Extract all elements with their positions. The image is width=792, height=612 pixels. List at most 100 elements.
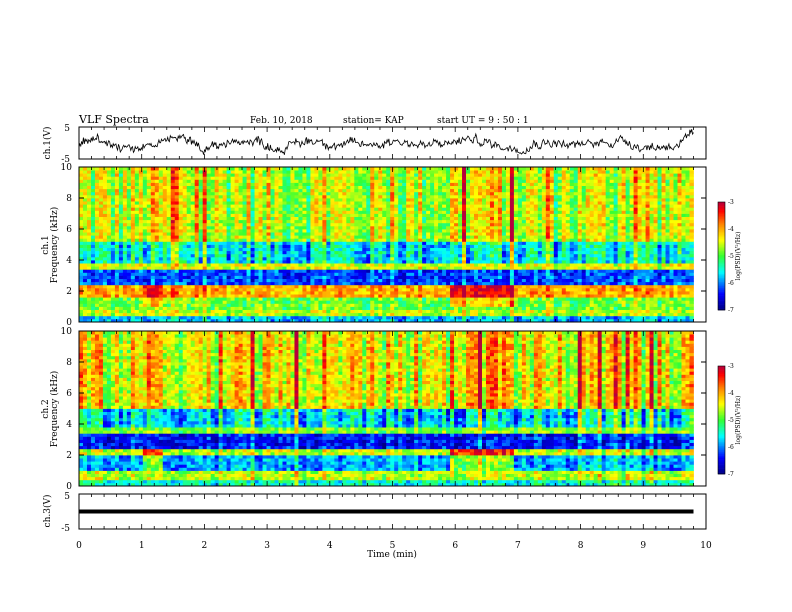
spectrogram-cell [334, 198, 339, 202]
spectrogram-cell [402, 266, 407, 270]
spectrogram-cell [438, 194, 443, 199]
spectrogram-cell [142, 207, 148, 211]
spectrogram-cell [354, 318, 359, 323]
spectrogram-cell [194, 281, 200, 286]
spectrogram-cell [238, 260, 243, 264]
spectrogram-cell [426, 173, 431, 177]
spectrogram-cell [110, 222, 116, 227]
spectrogram-cell [458, 281, 463, 286]
spectrogram-cell [158, 256, 164, 261]
spectrogram-cell [354, 256, 359, 261]
spectrogram-cell [198, 263, 204, 267]
spectrogram-cell [114, 222, 120, 227]
spectrogram-cell [214, 235, 220, 239]
spectrogram-cell [294, 300, 299, 304]
spectrogram-cell [178, 222, 184, 227]
spectrogram-cell [310, 185, 315, 190]
spectrogram-cell [450, 185, 455, 190]
spectrogram-cell [138, 173, 144, 177]
spectrogram-cell [290, 241, 295, 245]
spectrogram-cell [406, 287, 411, 292]
spectrogram-cell [326, 213, 331, 217]
spectrogram-cell [358, 210, 363, 214]
spectrogram-cell [310, 182, 315, 186]
spectrogram-cell [130, 241, 136, 245]
spectrogram-cell [130, 170, 136, 174]
spectrogram-cell [246, 201, 251, 205]
spectrogram-cell [426, 272, 431, 276]
spectrogram-cell [394, 182, 399, 186]
spectrogram-cell [474, 315, 479, 320]
spectrogram-cell [334, 309, 339, 314]
spectrogram-cell [174, 191, 180, 196]
spectrogram-cell [186, 210, 192, 214]
spectrogram-cell [238, 312, 243, 317]
spectrogram-cell [290, 297, 295, 301]
spectrogram-cell [186, 204, 192, 208]
spectrogram-cell [79, 284, 84, 289]
spectrogram-cell [370, 278, 375, 283]
spectrogram-cell [322, 213, 327, 217]
spectrogram-cell [322, 284, 327, 289]
spectrogram-cell [422, 232, 427, 236]
spectrogram-cell [158, 225, 164, 230]
spectrogram-cell [190, 306, 196, 310]
spectrogram-cell [366, 219, 371, 224]
spectrogram-cell [210, 232, 216, 236]
spectrogram-cell [250, 232, 255, 236]
spectrogram-cell [454, 198, 459, 202]
spectrogram-cell [106, 216, 112, 221]
spectrogram-cell [166, 244, 172, 248]
spectrogram-cell [310, 201, 315, 205]
spectrogram-cell [414, 247, 419, 252]
spectrogram-cell [154, 167, 160, 171]
spectrogram-cell [318, 170, 323, 174]
spectrogram-cell [422, 269, 427, 273]
spectrogram-cell [194, 241, 200, 245]
spectrogram-cell [338, 260, 343, 264]
spectrogram-cell [402, 244, 407, 248]
spectrogram-cell [254, 179, 259, 183]
spectrogram-cell [222, 303, 228, 307]
spectrogram-cell [158, 191, 164, 196]
spectrogram-cell [290, 185, 295, 190]
spectrogram-cell [242, 185, 247, 190]
spectrogram-cell [110, 315, 116, 320]
spectrogram-cell [458, 256, 463, 261]
spectrogram-cell [274, 229, 279, 233]
spectrogram-cell [222, 204, 228, 208]
spectrogram-cell [206, 213, 212, 217]
spectrogram-cell [86, 306, 92, 310]
spectrogram-cell [326, 312, 331, 317]
spectrogram-cell [234, 207, 239, 211]
spectrogram-cell [154, 269, 160, 273]
spectrogram-cell [182, 256, 188, 261]
spectrogram-cell [118, 170, 124, 174]
spectrogram-cell [190, 294, 196, 298]
spectrogram-cell [346, 213, 351, 217]
spectrogram-cell [86, 312, 92, 317]
spectrogram-cell [130, 263, 136, 267]
spectrogram-cell [462, 256, 467, 261]
spectrogram-cell [366, 170, 371, 174]
spectrogram-cell [298, 182, 303, 186]
spectrogram-cell [386, 198, 391, 202]
spectrogram-cell [182, 182, 188, 186]
spectrogram-cell [194, 260, 200, 264]
spectrogram-cell [222, 170, 228, 174]
spectrogram-cell [230, 232, 236, 236]
spectrogram-cell [466, 281, 471, 286]
spectrogram-cell [438, 204, 443, 208]
spectrogram-cell [210, 229, 216, 233]
spectrogram-cell [390, 260, 395, 264]
spectrogram-cell [318, 318, 323, 323]
spectrogram-cell [158, 269, 164, 273]
spectrogram-cell [262, 303, 267, 307]
spectrogram-cell [170, 241, 176, 245]
spectrogram-cell [102, 291, 108, 295]
spectrogram-cell [310, 232, 315, 236]
spectrogram-cell [134, 241, 140, 245]
spectrogram-cell [374, 294, 379, 298]
spectrogram-cell [470, 306, 475, 310]
spectrogram-cell [250, 260, 255, 264]
